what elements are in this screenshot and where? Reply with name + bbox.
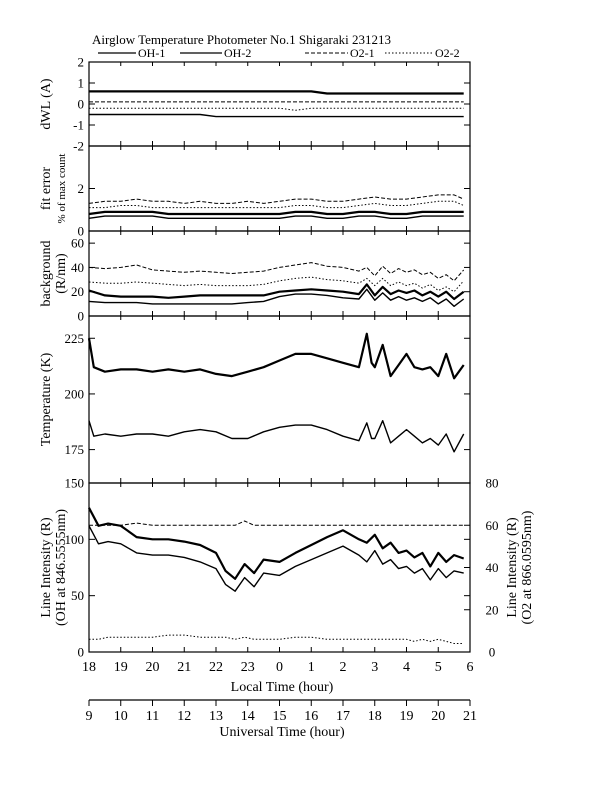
x-tick-label-ut: 13 xyxy=(209,709,223,724)
y-right-tick-label: 60 xyxy=(486,518,499,533)
y-tick-label: -1 xyxy=(73,118,84,133)
legend-label: O2-2 xyxy=(435,46,460,60)
series-line-o2-1 xyxy=(89,520,464,526)
panel-frame xyxy=(88,482,471,653)
series-line-o2-2 xyxy=(89,107,464,111)
x-tick-label-ut: 17 xyxy=(336,709,350,724)
series-line-oh-2 xyxy=(88,525,464,592)
panel-fit: 2 0 fit error% of max count xyxy=(39,145,471,239)
y-tick-label: 40 xyxy=(71,260,84,275)
series-line-o2-1 xyxy=(88,262,465,282)
y-axis-label: background xyxy=(39,240,54,306)
x-tick-label-local: 6 xyxy=(467,660,474,675)
y-tick-label: 0 xyxy=(78,309,85,324)
x-tick-label-local: 5 xyxy=(435,660,442,675)
series-line-oh-2 xyxy=(89,113,464,118)
panel-dwl: 2 1 0 -1 -2 dWL (A) xyxy=(39,55,471,154)
series-line-oh-1 xyxy=(88,507,465,580)
y-tick-label: 175 xyxy=(65,442,85,457)
x-tick-label-ut: 20 xyxy=(431,709,445,724)
legend: OH-1 OH-2 O2-1 O2-2 xyxy=(98,46,460,60)
y-axis-label: fit error xyxy=(39,167,54,210)
x-axes: 18 19 20 21 22 23 0 1 2 3 4 5 69 10 11 12 13 14 15 16 17 18 19… xyxy=(82,660,477,724)
y-axis-label: (OH at 846.5555nm) xyxy=(54,509,69,626)
y-axis-label: dWL (A) xyxy=(39,78,54,130)
x-tick-label-ut: 18 xyxy=(368,709,382,724)
y-tick-label: 2 xyxy=(78,55,85,70)
series-line-oh-2 xyxy=(88,288,465,307)
series-line-o2-2 xyxy=(88,276,465,293)
legend-label: OH-1 xyxy=(138,46,165,60)
panel-background: 60 40 20 0 background (R/nm) xyxy=(39,230,471,324)
y-tick-label: 0 xyxy=(78,97,85,112)
y-tick-label: 0 xyxy=(78,224,85,239)
series-line-oh-1 xyxy=(88,283,465,301)
x-tick-label-ut: 10 xyxy=(114,709,128,724)
x-tick-label-local: 22 xyxy=(209,660,223,675)
y-right-tick-label: 40 xyxy=(486,560,499,575)
y-axis-label: (R/nm) xyxy=(54,253,69,294)
legend-label: O2-1 xyxy=(350,46,375,60)
x-tick-label-local: 23 xyxy=(241,660,255,675)
series-line-oh-1 xyxy=(87,332,465,380)
y-right-tick-label: 80 xyxy=(486,476,499,491)
x-tick-label-local: 1 xyxy=(308,660,315,675)
y-tick-label: 2 xyxy=(78,181,85,196)
y-tick-label: 200 xyxy=(65,386,85,401)
x-tick-label-local: 21 xyxy=(177,660,191,675)
y-right-axis-label: Line Intensity (R) xyxy=(505,517,520,618)
x-tick-label-local: 0 xyxy=(276,660,283,675)
series-line-oh-1 xyxy=(88,210,464,216)
legend-label: OH-2 xyxy=(224,46,251,60)
y-tick-label: 0 xyxy=(78,645,85,660)
y-tick-label: -2 xyxy=(73,139,84,154)
y-right-tick-label: 0 xyxy=(489,645,496,660)
x-tick-label-ut: 12 xyxy=(177,709,191,724)
x-tick-label-ut: 9 xyxy=(86,709,93,724)
x-tick-label-ut: 11 xyxy=(146,709,159,724)
series-line-o2-1 xyxy=(88,194,464,204)
panel-frame xyxy=(88,61,471,147)
series-line-o2-2 xyxy=(89,634,464,644)
x-tick-label-local: 4 xyxy=(403,660,410,675)
y-right-axis-label: (O2 at 866.0595nm) xyxy=(520,510,535,624)
y-tick-label: 225 xyxy=(65,331,85,346)
series-line-o2-2 xyxy=(89,200,464,209)
x-tick-label-local: 3 xyxy=(371,660,378,675)
figure-title: Airglow Temperature Photometer No.1 Shig… xyxy=(92,32,391,47)
x-tick-label-local: 19 xyxy=(114,660,128,675)
y-tick-label: 100 xyxy=(65,532,85,547)
series-line-oh-1 xyxy=(89,90,464,95)
x-axis-label-ut: Universal Time (hour) xyxy=(219,725,345,740)
x-axis-label-local: Local Time (hour) xyxy=(231,680,334,695)
y-axis-label: Line Intensity (R) xyxy=(39,517,54,618)
y-tick-label: 20 xyxy=(71,284,84,299)
y-tick-label: 60 xyxy=(71,236,84,251)
x-tick-label-local: 2 xyxy=(340,660,347,675)
x-tick-label-ut: 19 xyxy=(400,709,414,724)
x-tick-label-local: 18 xyxy=(82,660,96,675)
series-line-oh-2 xyxy=(88,215,464,220)
y-tick-label: 1 xyxy=(78,76,85,91)
x-tick-label-local: 20 xyxy=(146,660,160,675)
panel-frame xyxy=(88,315,471,484)
y-right-tick-label: 20 xyxy=(486,602,499,617)
series-line-oh-2 xyxy=(88,420,465,453)
x-tick-label-ut: 15 xyxy=(273,709,287,724)
y-tick-label: 50 xyxy=(71,588,84,603)
y-axis-label: % of max count xyxy=(56,154,68,224)
y-axis-label: Temperature (K) xyxy=(39,352,54,446)
x-tick-label-ut: 16 xyxy=(304,709,318,724)
panel-temperature: 225 200 175 Temperature (K) xyxy=(39,315,471,484)
x-tick-label-ut: 14 xyxy=(241,709,255,724)
y-tick-label: 150 xyxy=(65,476,85,491)
x-tick-label-ut: 21 xyxy=(463,709,477,724)
